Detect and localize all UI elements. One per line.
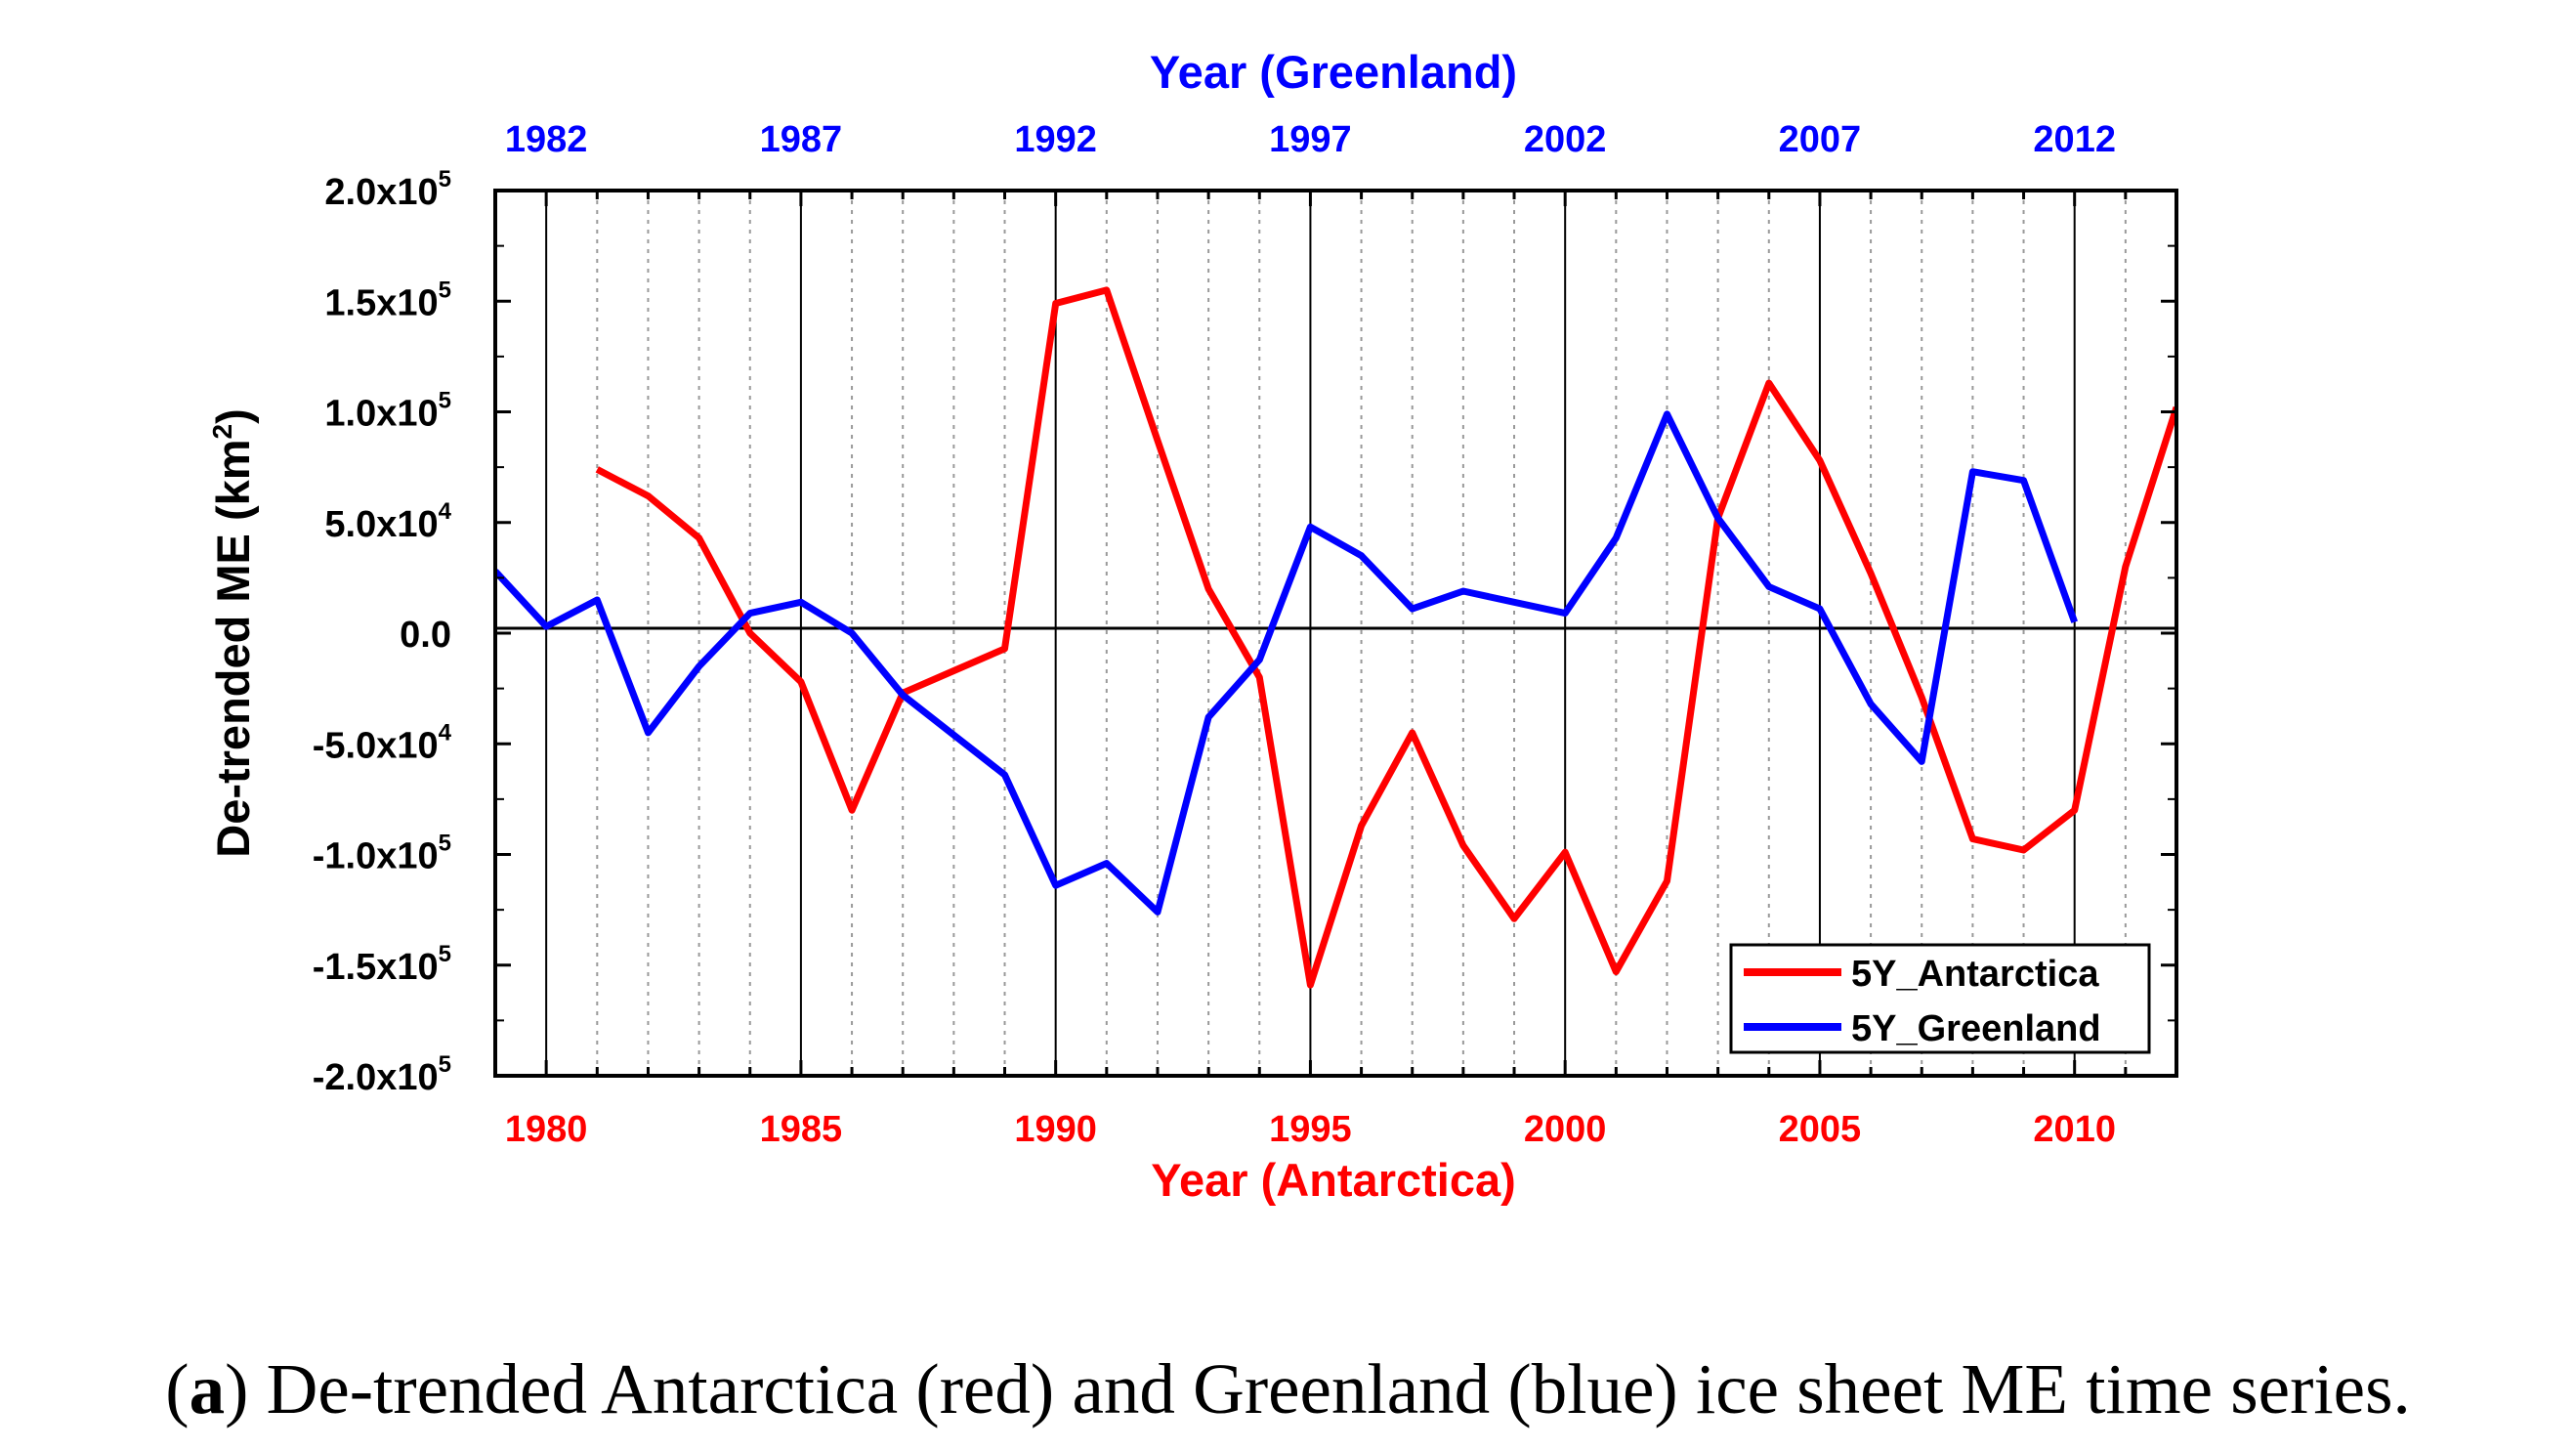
y-axis-title-superscript: 2 xyxy=(207,424,237,440)
x-bottom-tick-label: 1995 xyxy=(1269,1109,1352,1150)
caption-close-paren: ) xyxy=(225,1349,249,1429)
x-top-tick-label: 1982 xyxy=(505,119,588,160)
y-tick-label-mantissa: -5.0x10 xyxy=(313,725,439,766)
x-top-tick-label: 1987 xyxy=(760,119,843,160)
y-tick-label: -5.0x104 xyxy=(313,719,452,766)
y-tick-label: -1.5x105 xyxy=(313,941,451,988)
caption-label: a xyxy=(189,1349,226,1429)
y-tick-label-mantissa: 0.0 xyxy=(400,615,451,656)
x-top-tick-label: 1992 xyxy=(1014,119,1097,160)
y-tick-label-mantissa: -1.0x10 xyxy=(313,836,439,877)
y-tick-label: 1.5x105 xyxy=(324,277,451,323)
y-tick-label-exponent: 5 xyxy=(439,388,451,414)
y-tick-label-mantissa: -2.0x10 xyxy=(313,1057,439,1098)
grid-lines xyxy=(545,191,2127,1076)
x-bottom-tick-label: 1980 xyxy=(505,1109,588,1150)
y-tick-label-mantissa: 2.0x10 xyxy=(324,172,438,213)
y-tick-label: 2.0x105 xyxy=(324,166,451,213)
y-tick-label: -1.0x105 xyxy=(313,831,451,877)
figure-caption: (a) De-trended Antarctica (red) and Gree… xyxy=(0,1348,2576,1430)
y-tick-label: 1.0x105 xyxy=(324,388,451,435)
y-tick-label-mantissa: -1.5x10 xyxy=(313,947,439,988)
y-tick-label-exponent: 4 xyxy=(439,498,452,525)
y-tick-label-exponent: 5 xyxy=(439,1051,451,1078)
y-tick-label: -2.0x105 xyxy=(313,1051,451,1098)
x-top-tick-label: 2002 xyxy=(1524,119,1607,160)
legend-label-antarctica: 5Y_Antarctica xyxy=(1851,954,2099,995)
y-tick-label-mantissa: 1.0x10 xyxy=(324,394,438,435)
caption-open-paren: ( xyxy=(165,1349,190,1429)
x-bottom-tick-label: 2000 xyxy=(1524,1109,1607,1150)
y-tick-label-exponent: 4 xyxy=(439,719,452,746)
x-top-tick-label: 2007 xyxy=(1779,119,1862,160)
x-top-tick-label: 1997 xyxy=(1269,119,1352,160)
bottom-axis-title: Year (Antarctica) xyxy=(1151,1154,1516,1206)
top-axis-title: Year (Greenland) xyxy=(1150,46,1517,98)
y-axis-title: De-trended ME (km2) xyxy=(207,408,259,858)
y-tick-label-exponent: 5 xyxy=(439,941,451,967)
axis-ticks xyxy=(493,189,2178,1078)
x-bottom-tick-label: 1985 xyxy=(760,1109,843,1150)
series-line-5y_antarctica xyxy=(595,286,2176,989)
y-tick-label-exponent: 5 xyxy=(439,277,451,303)
legend-box xyxy=(1729,943,2151,1054)
legend: 5Y_Antarctica 5Y_Greenland xyxy=(1729,943,2151,1054)
legend-label-greenland: 5Y_Greenland xyxy=(1851,1008,2101,1049)
y-tick-label: 5.0x104 xyxy=(324,498,451,545)
y-tick-label: 0.0 xyxy=(400,615,451,656)
caption-text: De-trended Antarctica (red) and Greenlan… xyxy=(248,1349,2411,1429)
series-line-5y_greenland xyxy=(495,410,2078,916)
y-tick-label-mantissa: 1.5x10 xyxy=(324,282,438,323)
y-tick-label-mantissa: 5.0x10 xyxy=(324,504,438,545)
y-axis-title-close: ) xyxy=(207,408,259,424)
tick-labels: 2.0x1051.5x1051.0x1055.0x1040.0-5.0x104-… xyxy=(313,119,2116,1150)
y-tick-label-exponent: 5 xyxy=(439,166,451,192)
y-axis-title-main: De-trended ME (km xyxy=(207,439,259,857)
x-top-tick-label: 2012 xyxy=(2033,119,2116,160)
x-bottom-tick-label: 2005 xyxy=(1779,1109,1862,1150)
y-tick-label-exponent: 5 xyxy=(439,831,451,857)
x-bottom-tick-label: 1990 xyxy=(1014,1109,1097,1150)
x-bottom-tick-label: 2010 xyxy=(2033,1109,2116,1150)
series-lines xyxy=(495,286,2176,989)
